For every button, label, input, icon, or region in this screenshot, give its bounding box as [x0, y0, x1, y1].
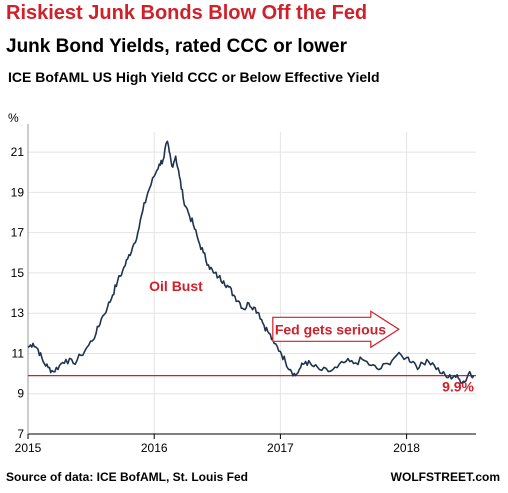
x-tick-label: 2018 [393, 441, 420, 455]
y-tick-label: 17 [11, 226, 25, 240]
series-group [27, 140, 475, 384]
y-axis-label: % [8, 111, 19, 125]
grid [27, 132, 476, 435]
y-tick-label: 9 [17, 387, 24, 401]
reference-line-group: 9.9% [28, 375, 476, 395]
x-tick-label: 2016 [141, 441, 168, 455]
x-tick-label: 2015 [15, 441, 42, 455]
annotation-label: Oil Bust [149, 278, 203, 294]
y-tick-label: 13 [11, 306, 25, 320]
series-line [27, 140, 475, 384]
annotation-group: Oil Bust Fed gets serious [149, 278, 400, 349]
y-tick-label: 11 [12, 346, 25, 360]
x-tick-label: 2017 [267, 441, 294, 455]
series-label: ICE BofAML US High Yield CCC or Below Ef… [8, 69, 380, 85]
chart-subtitle: Junk Bond Yields, rated CCC or lower [6, 36, 348, 57]
annotation-arrow [272, 310, 400, 349]
reference-line-label: 9.9% [442, 379, 474, 395]
chart-title: Riskiest Junk Bonds Blow Off the Fed [6, 2, 368, 24]
annotation-label: Fed gets serious [275, 321, 386, 337]
axes: 7 9 11 13 15 17 19 21 2015 2016 2017 2018% [8, 111, 476, 455]
y-tick-label: 15 [11, 266, 25, 280]
brand-logo-text: WOLFSTREET.com [390, 470, 500, 484]
y-tick-label: 7 [17, 427, 24, 441]
source-note: Source of data: ICE BofAML, St. Louis Fe… [6, 470, 249, 484]
y-tick-label: 21 [11, 145, 25, 159]
y-tick-label: 19 [11, 185, 25, 199]
